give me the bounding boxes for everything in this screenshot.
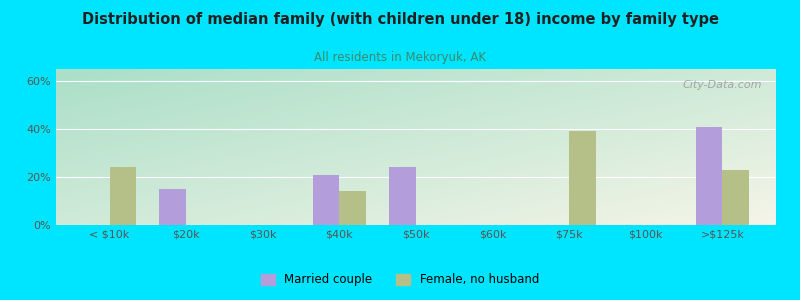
- Text: All residents in Mekoryuk, AK: All residents in Mekoryuk, AK: [314, 51, 486, 64]
- Text: Distribution of median family (with children under 18) income by family type: Distribution of median family (with chil…: [82, 12, 718, 27]
- Bar: [159, 189, 186, 225]
- Bar: [339, 191, 366, 225]
- Bar: [569, 131, 596, 225]
- Bar: [110, 167, 137, 225]
- Bar: [722, 170, 749, 225]
- Legend: Married couple, Female, no husband: Married couple, Female, no husband: [256, 269, 544, 291]
- Bar: [695, 127, 722, 225]
- Bar: [389, 167, 416, 225]
- Text: City-Data.com: City-Data.com: [682, 80, 762, 90]
- Bar: [313, 175, 339, 225]
